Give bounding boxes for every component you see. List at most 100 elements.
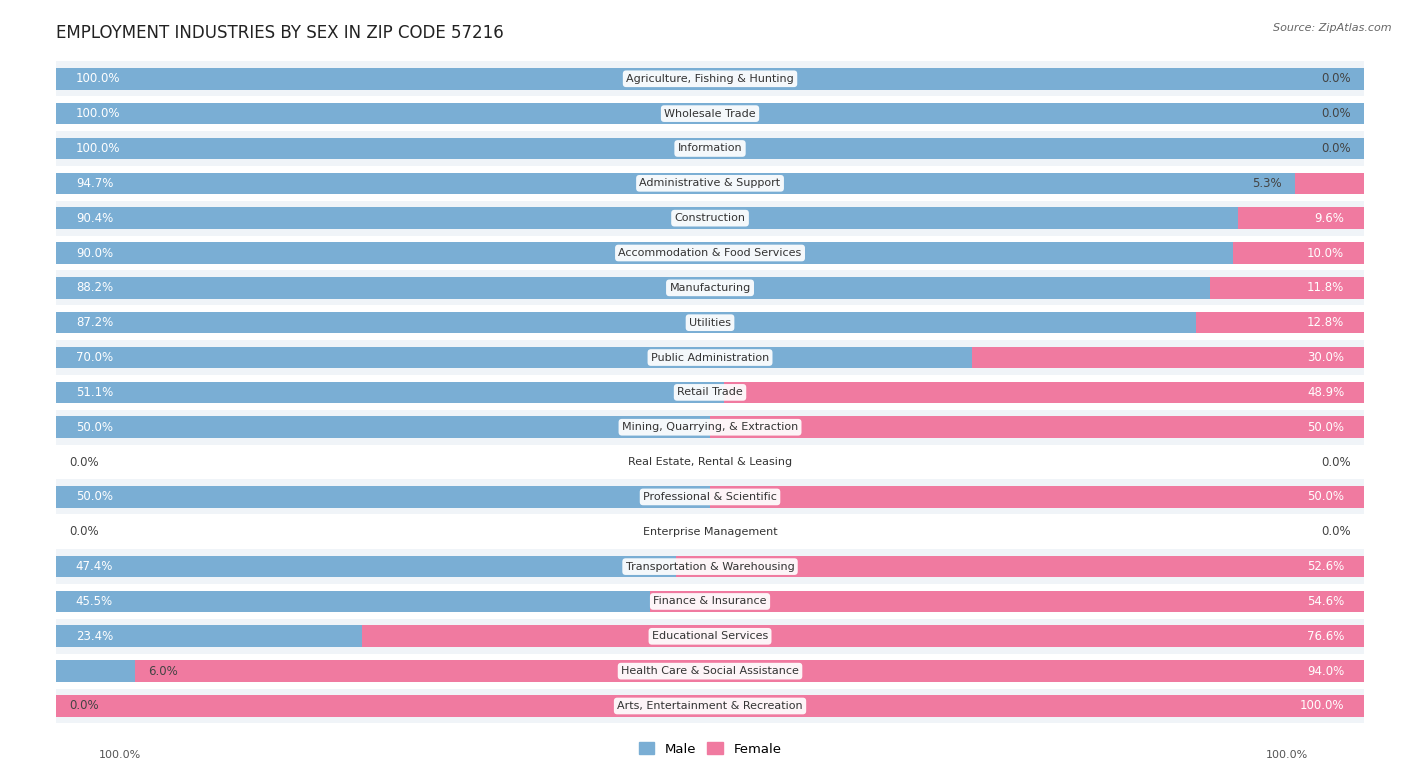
Text: 30.0%: 30.0%	[1308, 351, 1344, 364]
Text: Finance & Insurance: Finance & Insurance	[654, 597, 766, 607]
Bar	[56, 486, 710, 507]
Bar	[56, 61, 1364, 96]
Bar	[56, 514, 1364, 549]
Text: Health Care & Social Assistance: Health Care & Social Assistance	[621, 666, 799, 676]
Bar	[56, 200, 1364, 235]
Text: 47.4%: 47.4%	[76, 560, 114, 573]
Bar	[56, 409, 1364, 444]
Text: Arts, Entertainment & Recreation: Arts, Entertainment & Recreation	[617, 701, 803, 711]
Text: 48.9%: 48.9%	[1308, 386, 1344, 399]
Text: 100.0%: 100.0%	[76, 107, 121, 120]
Bar	[56, 584, 1364, 618]
Bar	[710, 486, 1364, 507]
Bar	[650, 591, 1364, 612]
Bar	[56, 347, 972, 368]
Text: 6.0%: 6.0%	[148, 664, 177, 678]
Text: Retail Trade: Retail Trade	[678, 388, 742, 397]
Text: Educational Services: Educational Services	[652, 631, 768, 641]
Text: 5.3%: 5.3%	[1251, 177, 1281, 190]
Text: 0.0%: 0.0%	[1322, 455, 1351, 469]
Bar	[1233, 242, 1364, 264]
Bar	[56, 312, 1197, 333]
Text: 50.0%: 50.0%	[76, 490, 112, 503]
Text: 94.7%: 94.7%	[76, 177, 114, 190]
Text: 100.0%: 100.0%	[1299, 699, 1344, 713]
Bar	[710, 416, 1364, 438]
Bar	[56, 103, 1364, 124]
Bar	[56, 688, 1364, 723]
Text: 12.8%: 12.8%	[1308, 316, 1344, 329]
Text: Information: Information	[678, 144, 742, 154]
Text: 0.0%: 0.0%	[1322, 72, 1351, 85]
Text: 9.6%: 9.6%	[1315, 211, 1344, 225]
Text: 100.0%: 100.0%	[76, 72, 121, 85]
Text: Real Estate, Rental & Leasing: Real Estate, Rental & Leasing	[628, 457, 792, 467]
Text: 10.0%: 10.0%	[1308, 246, 1344, 260]
Bar	[724, 382, 1364, 403]
Legend: Male, Female: Male, Female	[633, 737, 787, 761]
Text: 0.0%: 0.0%	[69, 455, 98, 469]
Text: 100.0%: 100.0%	[1265, 750, 1308, 760]
Bar	[1295, 172, 1364, 194]
Text: 100.0%: 100.0%	[76, 142, 121, 155]
Text: 0.0%: 0.0%	[1322, 525, 1351, 538]
Text: Accommodation & Food Services: Accommodation & Food Services	[619, 248, 801, 258]
Text: Mining, Quarrying, & Extraction: Mining, Quarrying, & Extraction	[621, 422, 799, 432]
Bar	[56, 625, 363, 647]
Bar	[56, 444, 1364, 479]
Text: 50.0%: 50.0%	[1308, 490, 1344, 503]
Bar	[1239, 207, 1364, 229]
Bar	[56, 68, 1364, 89]
Text: 51.1%: 51.1%	[76, 386, 112, 399]
Text: 11.8%: 11.8%	[1308, 281, 1344, 294]
Text: 50.0%: 50.0%	[76, 420, 112, 434]
Text: 50.0%: 50.0%	[1308, 420, 1344, 434]
Text: Wholesale Trade: Wholesale Trade	[664, 109, 756, 119]
Bar	[56, 653, 1364, 688]
Text: 45.5%: 45.5%	[76, 595, 112, 608]
Bar	[676, 556, 1364, 577]
Text: Utilities: Utilities	[689, 318, 731, 328]
Bar	[56, 277, 1209, 298]
Bar	[1197, 312, 1364, 333]
Bar	[56, 695, 1364, 717]
Bar	[972, 347, 1364, 368]
Bar	[56, 591, 651, 612]
Text: Public Administration: Public Administration	[651, 353, 769, 363]
Text: 94.0%: 94.0%	[1308, 664, 1344, 678]
Text: 0.0%: 0.0%	[69, 699, 98, 713]
Text: 88.2%: 88.2%	[76, 281, 112, 294]
Bar	[363, 625, 1364, 647]
Bar	[56, 166, 1364, 200]
Bar	[56, 235, 1364, 270]
Text: 54.6%: 54.6%	[1308, 595, 1344, 608]
Bar	[56, 382, 724, 403]
Bar	[56, 207, 1239, 229]
Text: EMPLOYMENT INDUSTRIES BY SEX IN ZIP CODE 57216: EMPLOYMENT INDUSTRIES BY SEX IN ZIP CODE…	[56, 24, 503, 42]
Bar	[56, 270, 1364, 305]
Text: 87.2%: 87.2%	[76, 316, 112, 329]
Bar	[56, 618, 1364, 653]
Text: Transportation & Warehousing: Transportation & Warehousing	[626, 562, 794, 572]
Text: 0.0%: 0.0%	[69, 525, 98, 538]
Bar	[56, 172, 1295, 194]
Text: 23.4%: 23.4%	[76, 630, 112, 643]
Bar	[56, 479, 1364, 514]
Text: Professional & Scientific: Professional & Scientific	[643, 492, 778, 502]
Bar	[56, 242, 1233, 264]
Bar	[56, 96, 1364, 131]
Text: Agriculture, Fishing & Hunting: Agriculture, Fishing & Hunting	[626, 74, 794, 84]
Text: 76.6%: 76.6%	[1306, 630, 1344, 643]
Bar	[56, 549, 1364, 584]
Bar	[56, 660, 135, 682]
Text: 100.0%: 100.0%	[98, 750, 141, 760]
Text: 52.6%: 52.6%	[1308, 560, 1344, 573]
Text: Manufacturing: Manufacturing	[669, 283, 751, 293]
Text: 90.0%: 90.0%	[76, 246, 112, 260]
Text: Administrative & Support: Administrative & Support	[640, 178, 780, 188]
Text: Source: ZipAtlas.com: Source: ZipAtlas.com	[1274, 23, 1392, 33]
Text: 90.4%: 90.4%	[76, 211, 112, 225]
Text: Construction: Construction	[675, 213, 745, 223]
Text: 0.0%: 0.0%	[1322, 107, 1351, 120]
Bar	[56, 416, 710, 438]
